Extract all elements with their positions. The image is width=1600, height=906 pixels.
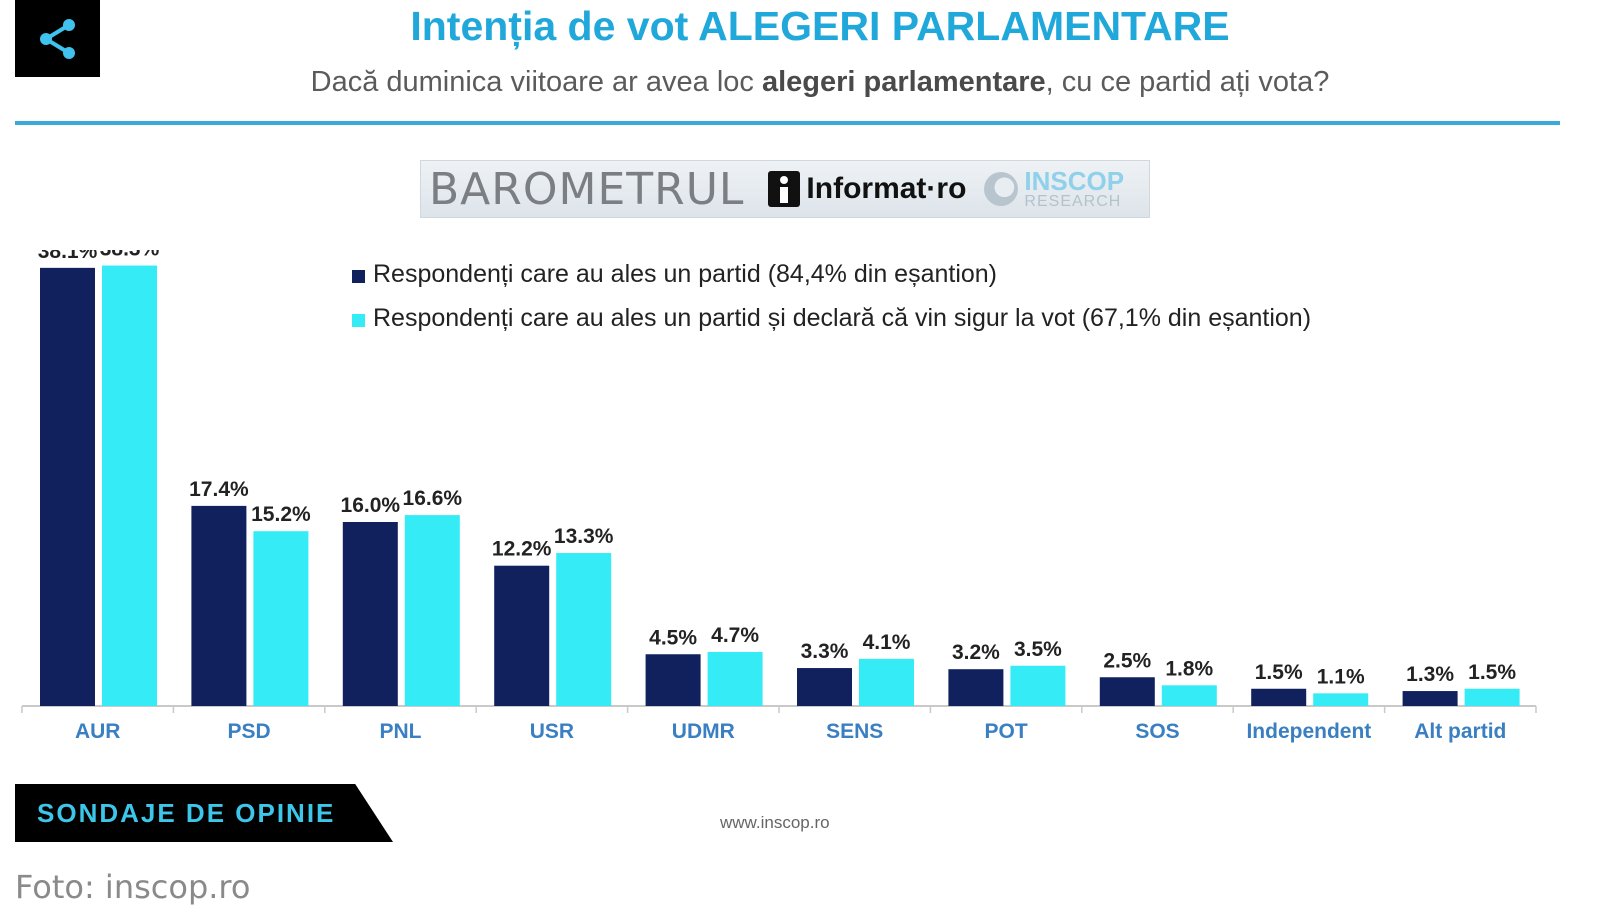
data-label: 3.5% bbox=[1014, 638, 1062, 661]
data-label: 4.1% bbox=[863, 631, 911, 654]
polls-tag[interactable]: SONDAJE DE OPINIE bbox=[15, 784, 393, 842]
subtitle-bold: alegeri parlamentare bbox=[761, 66, 1046, 98]
bar-sure-voters-alt-partid bbox=[1464, 688, 1520, 706]
category-label: SOS bbox=[1135, 720, 1179, 743]
bar-sure-voters-usr bbox=[556, 553, 612, 706]
data-label: 4.5% bbox=[649, 626, 697, 649]
category-label: PSD bbox=[228, 720, 271, 743]
category-label: USR bbox=[530, 720, 574, 743]
data-label: 38.1% bbox=[38, 250, 98, 263]
data-label: 38.3% bbox=[100, 250, 160, 261]
barometer-banner: BAROMETRUL Informat·ro INSCOP RESEARCH bbox=[420, 160, 1150, 218]
data-label: 12.2% bbox=[492, 538, 552, 561]
data-label: 16.0% bbox=[341, 494, 401, 517]
bar-all-respondents-sens bbox=[797, 668, 852, 706]
data-label: 1.5% bbox=[1468, 661, 1516, 684]
bar-all-respondents-pnl bbox=[342, 522, 398, 706]
data-label: 1.8% bbox=[1165, 657, 1213, 680]
bar-sure-voters-udmr bbox=[707, 651, 763, 706]
category-label: PNL bbox=[380, 720, 422, 743]
data-label: 15.2% bbox=[251, 503, 311, 526]
category-label: SENS bbox=[826, 720, 883, 743]
bar-all-respondents-independent bbox=[1251, 688, 1307, 706]
data-label: 1.3% bbox=[1406, 663, 1454, 686]
bar-sure-voters-psd bbox=[253, 531, 309, 706]
informat-logo: Informat·ro bbox=[768, 171, 966, 207]
photo-caption: Foto: inscop.ro bbox=[15, 868, 251, 906]
bar-sure-voters-sens bbox=[859, 658, 914, 706]
data-label: 13.3% bbox=[554, 525, 614, 548]
informat-icon bbox=[768, 171, 801, 207]
category-label: AUR bbox=[75, 720, 121, 743]
inscop-name: INSCOP bbox=[1024, 166, 1125, 196]
data-label: 4.7% bbox=[711, 624, 759, 647]
inscop-icon bbox=[984, 172, 1019, 206]
inscop-sub: RESEARCH bbox=[1024, 193, 1122, 210]
legend-swatch bbox=[352, 314, 365, 327]
data-label: 1.5% bbox=[1255, 661, 1303, 684]
subtitle-post: , cu ce partid ați vota? bbox=[1045, 66, 1330, 98]
bar-sure-voters-aur bbox=[102, 265, 157, 706]
data-label: 16.6% bbox=[403, 487, 463, 510]
bar-all-respondents-usr bbox=[494, 565, 550, 706]
subtitle-pre: Dacă duminica viitoare ar avea loc bbox=[310, 66, 762, 98]
share-button[interactable] bbox=[15, 0, 100, 77]
chart-subtitle: Dacă duminica viitoare ar avea loc alege… bbox=[0, 66, 1600, 99]
source-url: www.inscop.ro bbox=[720, 813, 830, 832]
bar-sure-voters-independent bbox=[1313, 693, 1369, 706]
bar-all-respondents-sos bbox=[1099, 677, 1155, 706]
data-label: 3.3% bbox=[801, 640, 849, 663]
bar-sure-voters-pot bbox=[1010, 665, 1066, 706]
category-label: POT bbox=[985, 720, 1028, 743]
bar-all-respondents-pot bbox=[948, 669, 1004, 706]
legend-label: Respondenți care au ales un partid (84,4… bbox=[373, 260, 997, 288]
share-icon bbox=[39, 18, 75, 59]
informat-name: Informat·ro bbox=[806, 172, 967, 205]
bar-chart: 38.1%38.3% AUR 17.4%15.2% PSD 16.0%16.6% PNL 1… bbox=[21, 250, 1537, 743]
bar-all-respondents-udmr bbox=[645, 654, 701, 706]
legend-label: Respondenți care au ales un partid și de… bbox=[373, 304, 1311, 332]
category-label: UDMR bbox=[672, 720, 735, 743]
bar-sure-voters-sos bbox=[1161, 685, 1217, 706]
bar-all-respondents-aur bbox=[40, 267, 95, 706]
data-label: 17.4% bbox=[189, 478, 249, 501]
bar-all-respondents-psd bbox=[191, 505, 247, 706]
chart-title: Intenția de vot ALEGERI PARLAMENTARE bbox=[410, 3, 1230, 49]
bar-all-respondents-alt-partid bbox=[1402, 691, 1458, 706]
inscop-logo: INSCOP RESEARCH bbox=[984, 168, 1124, 210]
data-label: 2.5% bbox=[1103, 649, 1151, 672]
bar-sure-voters-pnl bbox=[404, 515, 460, 706]
legend-swatch bbox=[352, 270, 365, 283]
category-label: Alt partid bbox=[1414, 720, 1506, 743]
data-label: 1.1% bbox=[1317, 665, 1365, 688]
barometer-label: BAROMETRUL bbox=[429, 163, 745, 215]
category-label: Independent bbox=[1246, 720, 1371, 743]
data-label: 3.2% bbox=[952, 641, 1000, 664]
title-divider bbox=[15, 121, 1560, 125]
